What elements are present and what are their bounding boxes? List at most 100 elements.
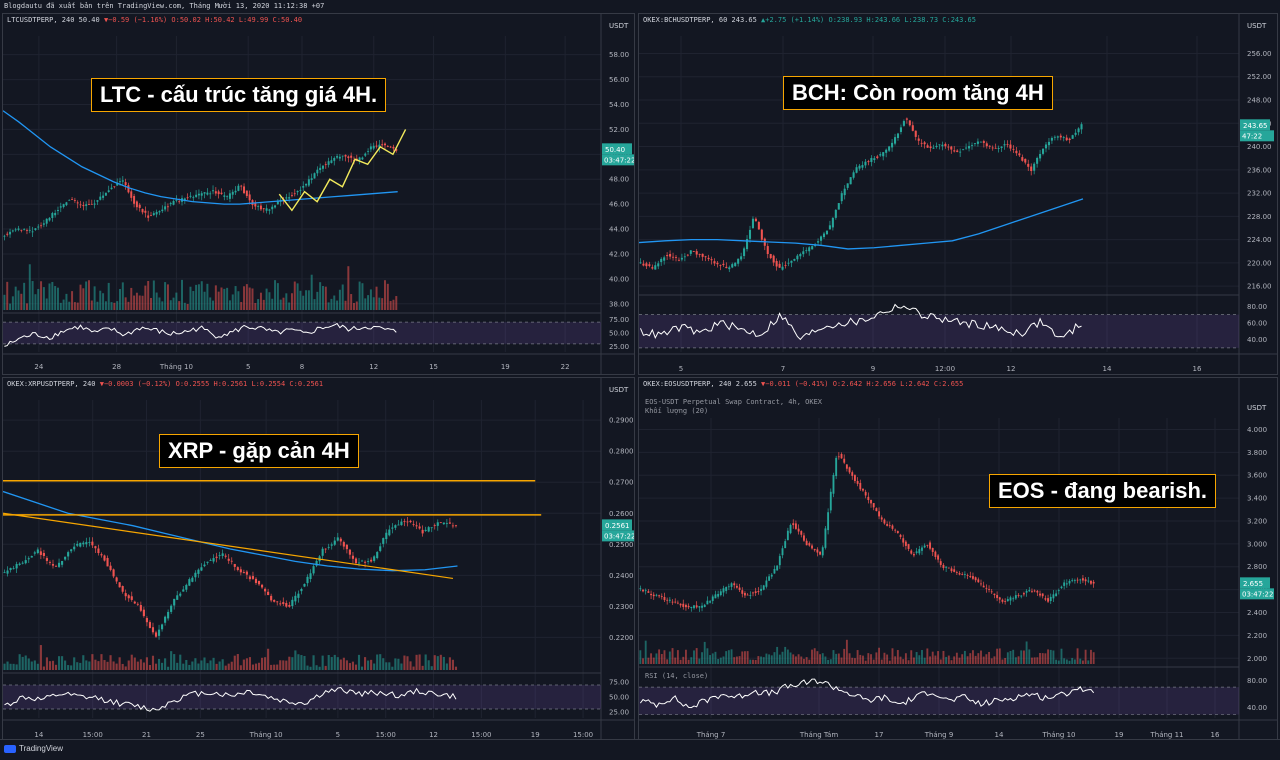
price-label: 50.40	[605, 146, 625, 154]
candle-body	[103, 555, 106, 561]
chart-panel-eos[interactable]: OKEX:EOSUSDTPERP, 240 2.655 ▼−0.011 (−0.…	[638, 377, 1278, 741]
candle-body	[831, 217, 834, 228]
volume-bar	[64, 660, 67, 670]
volume-bar	[451, 659, 454, 670]
price-label: 0.2561	[605, 522, 630, 530]
candle-body	[234, 190, 237, 193]
candle-body	[1003, 144, 1006, 146]
candle-body	[998, 597, 1001, 600]
volume-bar	[203, 291, 206, 310]
chart-panel-xrp[interactable]: OKEX:XRPUSDTPERP, 240 ▼−0.0003 (−0.12%) …	[2, 377, 635, 741]
volume-bar	[221, 659, 224, 670]
candle-body	[768, 576, 771, 581]
candle-body	[296, 190, 299, 193]
volume-bar	[350, 294, 353, 310]
volume-bar	[1071, 657, 1074, 664]
y-tick-label: 0.2800	[609, 448, 634, 456]
y-tick-label: 0.2400	[609, 572, 634, 580]
candle-body	[647, 591, 650, 593]
candle-body	[669, 254, 672, 257]
volume-bar	[218, 661, 221, 670]
candle-body	[141, 209, 144, 213]
currency-label: USDT	[1247, 22, 1267, 30]
volume-bar	[223, 288, 226, 310]
price-label: 2.655	[1243, 580, 1263, 588]
candle-body	[1039, 593, 1041, 596]
volume-bar	[701, 652, 703, 664]
candle-body	[1006, 599, 1009, 602]
volume-bar	[67, 665, 70, 670]
x-tick-label: 25	[196, 731, 205, 739]
volume-bar	[181, 279, 184, 310]
volume-bar	[65, 293, 68, 310]
candle-body	[671, 601, 674, 603]
volume-bar	[907, 660, 910, 664]
volume-bar	[433, 655, 436, 670]
volume-bar	[183, 302, 186, 310]
y-tick-label: 48.00	[609, 176, 629, 184]
volume-bar	[1049, 649, 1052, 664]
candle-body	[373, 556, 376, 561]
candle-body	[778, 263, 781, 268]
volume-bar	[109, 655, 112, 670]
candle-body	[1033, 590, 1036, 592]
candle-body	[364, 153, 367, 156]
chart-canvas: USDT 0.2900 0.2800 0.2700 0.2600 0.2500 0.2400…	[3, 378, 634, 740]
candle-body	[23, 228, 26, 230]
candle-body	[979, 141, 982, 143]
candle-body	[381, 144, 384, 146]
candle-body	[24, 560, 27, 564]
candle-body	[891, 142, 894, 148]
volume-bar	[139, 659, 142, 670]
candle-body	[242, 572, 245, 574]
candle-body	[1000, 146, 1003, 148]
candle-body	[754, 218, 757, 222]
candle-body	[227, 558, 230, 561]
candle-body	[870, 499, 872, 504]
candle-body	[245, 190, 248, 196]
candle-body	[115, 577, 118, 582]
candle-body	[94, 546, 97, 549]
candle-body	[351, 555, 355, 559]
candle-body	[145, 618, 148, 623]
x-tick-label: 24	[34, 363, 43, 371]
volume-bar	[958, 657, 961, 664]
candle-body	[220, 192, 223, 195]
candle-body	[1071, 580, 1074, 582]
volume-bar	[445, 663, 448, 670]
candle-body	[923, 545, 926, 548]
volume-bar	[682, 656, 685, 664]
volume-bar	[318, 666, 321, 670]
volume-bar	[85, 660, 88, 670]
volume-bar	[51, 281, 54, 310]
candle-body	[212, 190, 215, 192]
candle-body	[741, 590, 744, 594]
volume-bar	[194, 658, 197, 670]
candle-body	[389, 146, 392, 148]
volume-bar	[658, 649, 661, 664]
volume-bar	[166, 284, 169, 310]
y-tick-label: 44.00	[609, 226, 629, 234]
volume-bar	[923, 657, 926, 664]
volume-bar	[859, 654, 862, 664]
candle-body	[837, 203, 840, 210]
chart-canvas: USDT256.00252.00248.00244.00240.00236.00…	[639, 14, 1277, 374]
chart-panel-ltc[interactable]: LTCUSDTPERP, 240 50.40 ▼−0.59 (−1.16%) O…	[2, 13, 635, 375]
volume-bar	[372, 297, 375, 310]
candle-body	[808, 247, 811, 252]
candle-body	[914, 130, 917, 137]
volume-bar	[39, 645, 42, 670]
volume-bar	[824, 656, 827, 664]
candle-body	[711, 596, 714, 601]
chart-panel-bch[interactable]: OKEX:BCHUSDTPERP, 60 243.65 ▲+2.75 (+1.1…	[638, 13, 1278, 375]
volume-bar	[28, 264, 31, 310]
x-tick-label: 5	[679, 365, 683, 373]
candle-body	[725, 587, 728, 591]
candles	[639, 117, 1083, 273]
tradingview-logo[interactable]: TradingView	[4, 744, 63, 753]
candle-body	[990, 591, 993, 593]
candle-body	[1074, 132, 1077, 135]
volume-bar	[1012, 649, 1015, 664]
annotation-box: EOS - đang bearish.	[989, 474, 1217, 508]
volume-bar	[71, 291, 74, 310]
